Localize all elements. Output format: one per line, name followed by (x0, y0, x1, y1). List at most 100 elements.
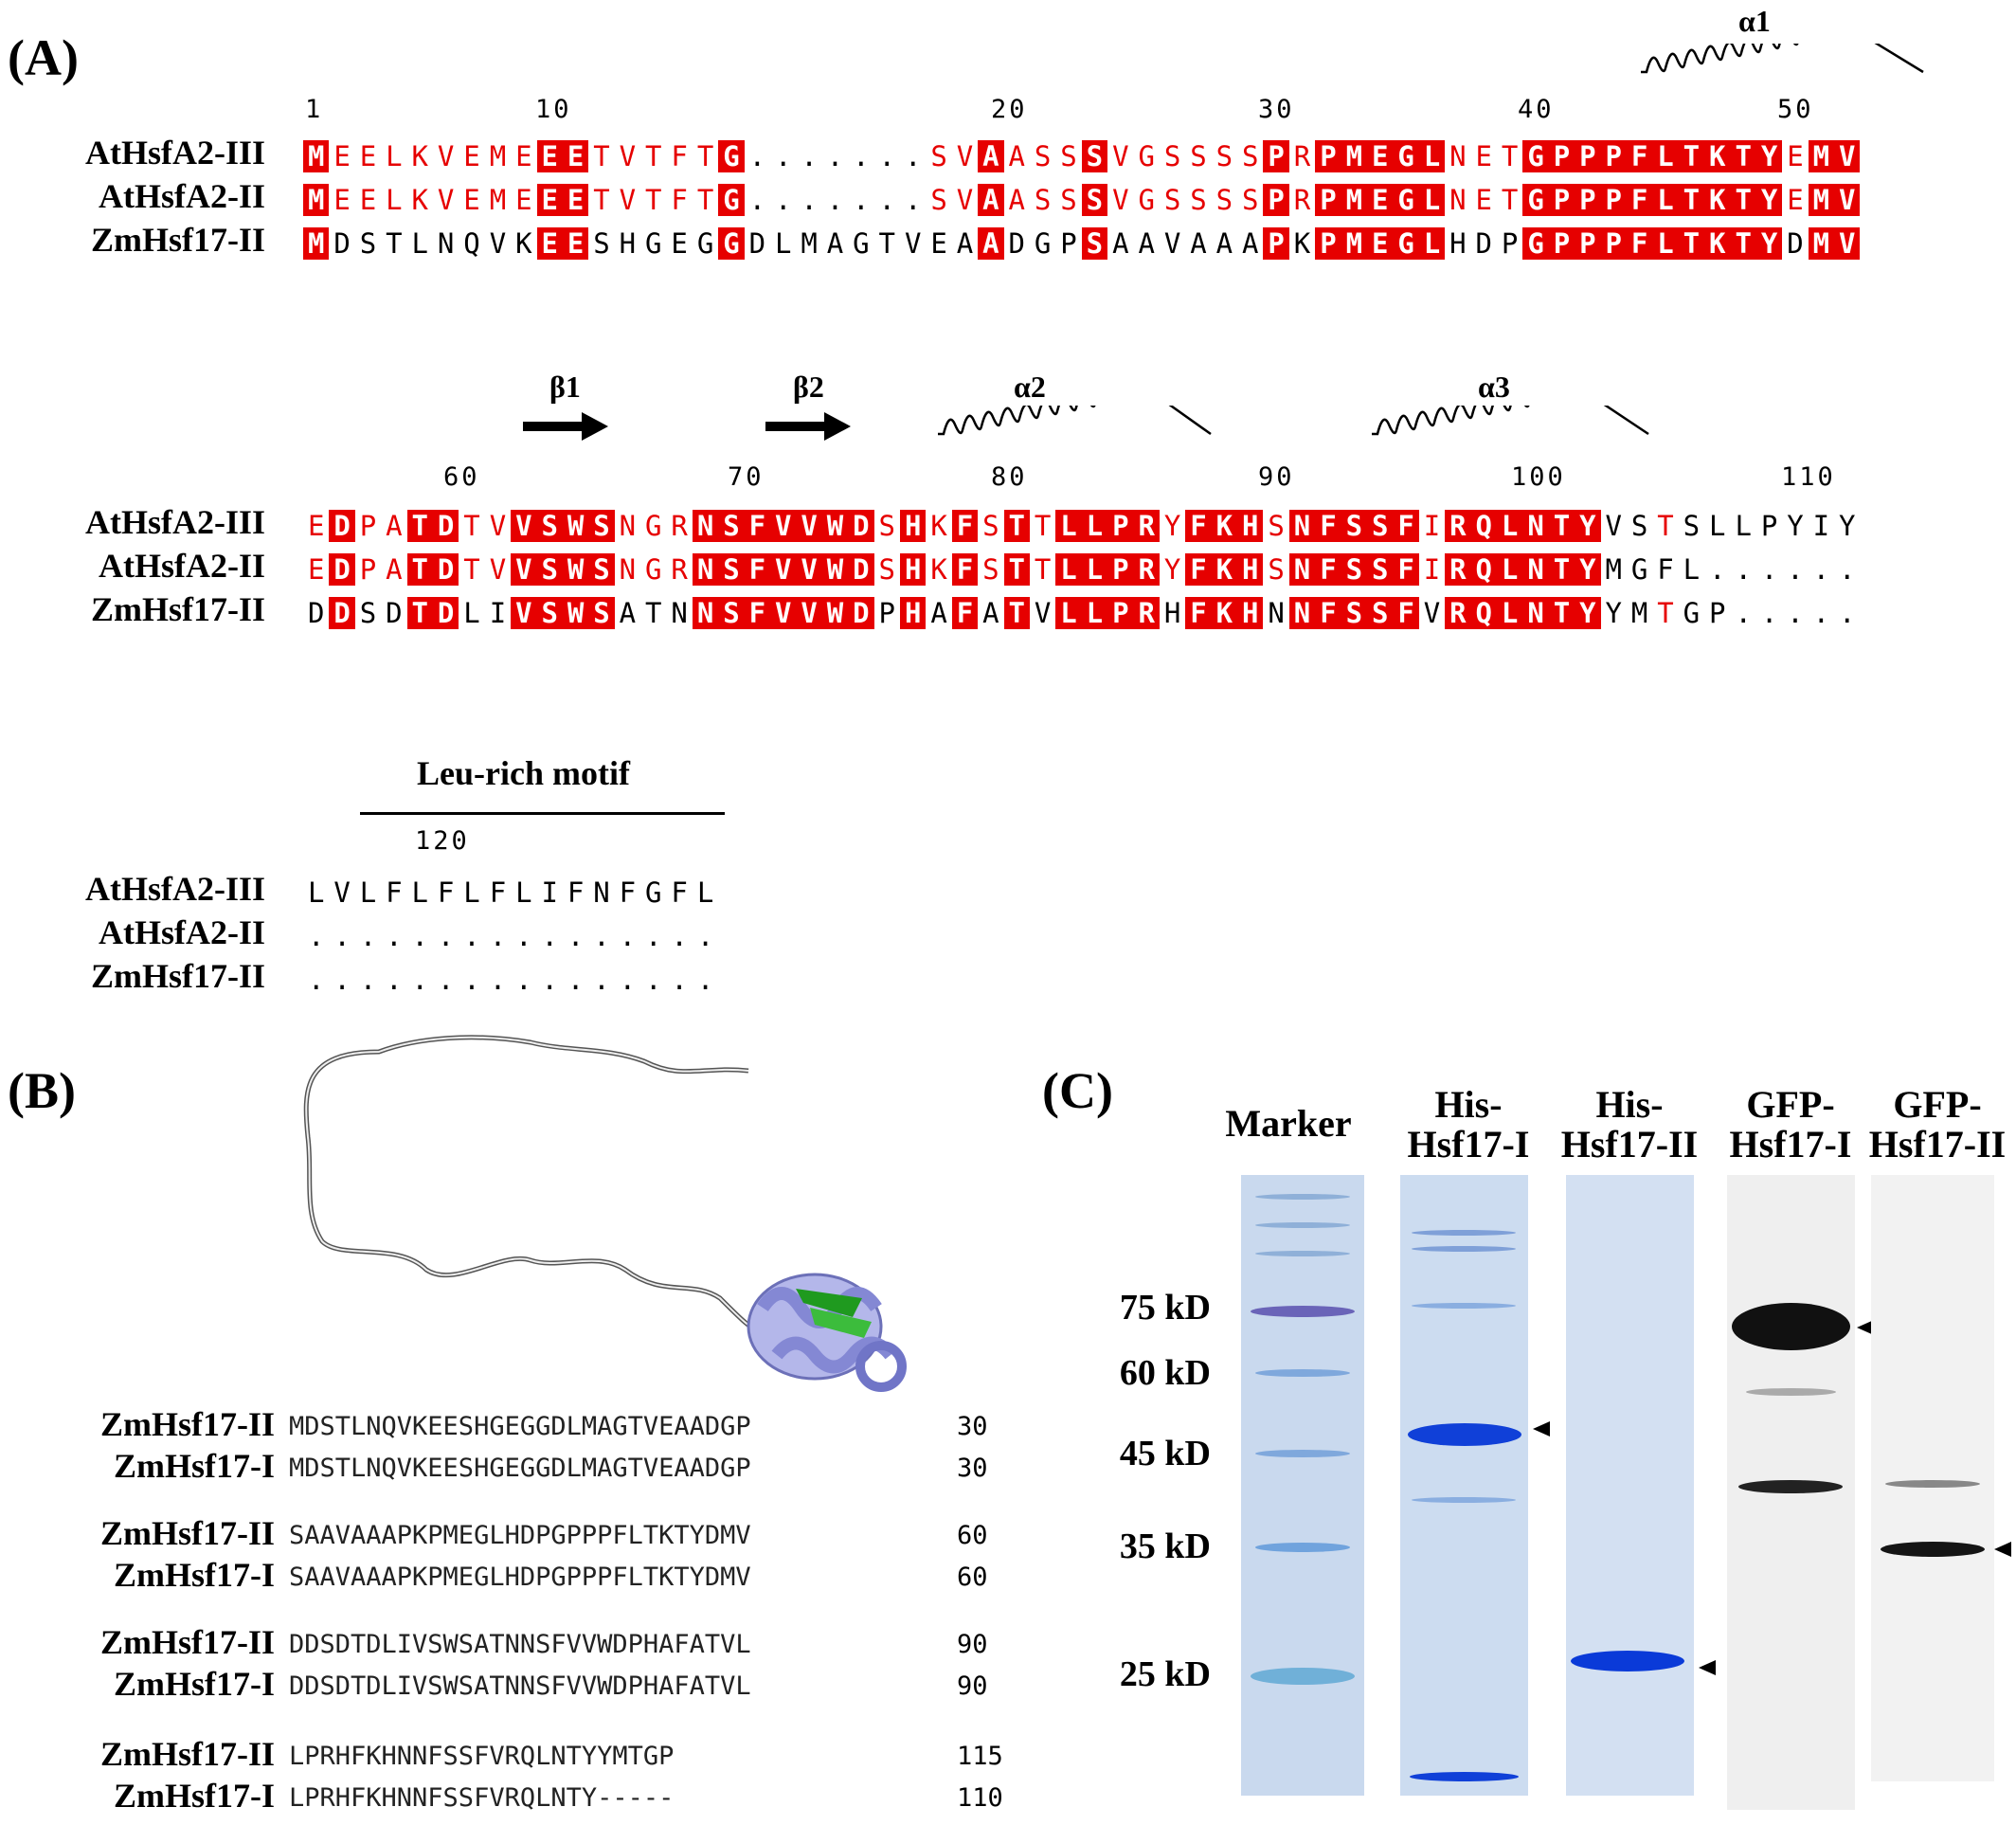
marker-size: 25 kD (1119, 1654, 1211, 1694)
residue: E (515, 140, 532, 172)
residue: S (1367, 597, 1394, 629)
residue: S (878, 553, 896, 586)
residue: G (645, 227, 662, 260)
residue: . (878, 140, 896, 172)
residue: F (951, 597, 979, 629)
residue: N (671, 597, 688, 629)
sequence-row: SAAVAAAPKPMEGLHDPGPPPFLTKTYDMV (289, 1563, 751, 1592)
residue: A (956, 227, 974, 260)
residue: S (718, 597, 745, 629)
residue: H (1163, 597, 1181, 629)
residue: E (1367, 227, 1394, 260)
residue: E (930, 227, 947, 260)
residue: . (437, 964, 455, 996)
lane-label-his-hsf17-i: His- Hsf17-I (1407, 1083, 1530, 1165)
residue: R (1293, 140, 1311, 172)
residue: A (930, 597, 947, 629)
residue: T (1003, 597, 1030, 629)
residue: T (1003, 553, 1030, 586)
residue: T (1730, 140, 1756, 172)
residue: V (511, 597, 537, 629)
sequence-row: SAAVAAAPKPMEGLHDPGPPPFLTKTYDMV (289, 1521, 751, 1550)
residue: L (1055, 510, 1082, 542)
residue: R (1133, 510, 1160, 542)
gel-lane-his-hsf17-ii (1566, 1175, 1694, 1796)
residue: H (1237, 597, 1264, 629)
residue: I (1812, 510, 1830, 542)
residue: T (1003, 510, 1030, 542)
residue: V (489, 510, 507, 542)
residue: K (1211, 553, 1238, 586)
seq-name: AtHsfA2-III (84, 503, 265, 541)
residue: S (1341, 553, 1368, 586)
residue: R (1445, 597, 1471, 629)
seq-name: ZmHsf17-II (90, 221, 265, 259)
helix-alpha1-icon (1641, 44, 1924, 74)
residue: E (562, 140, 589, 172)
residue: T (593, 140, 610, 172)
residue: A (826, 227, 844, 260)
sequence-row: LPRHFKHNNFSSFVRQLNTYYMTGP (289, 1742, 675, 1771)
residue: L (307, 876, 325, 909)
residue: V (511, 553, 537, 586)
position-number: 90 (957, 1630, 988, 1659)
residue: H (1449, 227, 1467, 260)
residue: P (1315, 140, 1341, 172)
residue: . (801, 184, 818, 216)
residue: N (1268, 597, 1285, 629)
residue: T (696, 140, 714, 172)
gel-band (1881, 1542, 1985, 1557)
residue: A (978, 227, 1004, 260)
residue: L (386, 184, 403, 216)
residue: T (1034, 553, 1052, 586)
residue: W (562, 597, 589, 629)
residue: N (1288, 553, 1316, 586)
position-number: 30 (957, 1454, 988, 1483)
residue: E (1787, 140, 1804, 172)
ruler-tick: 110 (1781, 462, 1836, 492)
residue: . (541, 920, 558, 952)
residue: E (1787, 184, 1804, 216)
residue: L (411, 876, 428, 909)
residue: G (1138, 140, 1155, 172)
residue: T (1548, 597, 1575, 629)
residue: A (386, 510, 403, 542)
residue: P (359, 510, 377, 542)
residue: D (432, 510, 459, 542)
residue: A (1008, 184, 1025, 216)
residue: T (696, 184, 714, 216)
motif-line (360, 812, 725, 815)
lane-label-his-hsf17-ii: His- Hsf17-II (1560, 1083, 1699, 1165)
helix-alpha3-icon (1372, 406, 1649, 436)
seq-name: ZmHsf17-I (114, 1777, 275, 1815)
gel-band (1412, 1497, 1516, 1503)
residue: . (411, 964, 428, 996)
residue: V (437, 140, 455, 172)
residue: G (1630, 553, 1648, 586)
residue: . (567, 964, 585, 996)
residue: . (671, 964, 688, 996)
residue: P (359, 553, 377, 586)
position-number: 60 (957, 1563, 988, 1592)
residue: K (411, 140, 428, 172)
residue: . (1812, 553, 1830, 586)
residue: S (718, 510, 745, 542)
gel-band (1255, 1369, 1350, 1377)
residue: E (307, 553, 325, 586)
residue: G (645, 553, 662, 586)
residue: K (1211, 597, 1238, 629)
residue: F (1315, 510, 1341, 542)
residue: E (536, 140, 563, 172)
residue: F (489, 876, 507, 909)
gel-lane-gfp-hsf17-i (1727, 1175, 1855, 1810)
residue: V (796, 510, 822, 542)
residue: G (1034, 227, 1052, 260)
residue: Y (1605, 597, 1622, 629)
residue: D (748, 227, 766, 260)
residue: T (406, 553, 433, 586)
gel-band (1255, 1222, 1350, 1228)
residue: T (645, 184, 662, 216)
residue: L (1496, 553, 1523, 586)
seq-name: ZmHsf17-II (99, 1405, 275, 1443)
